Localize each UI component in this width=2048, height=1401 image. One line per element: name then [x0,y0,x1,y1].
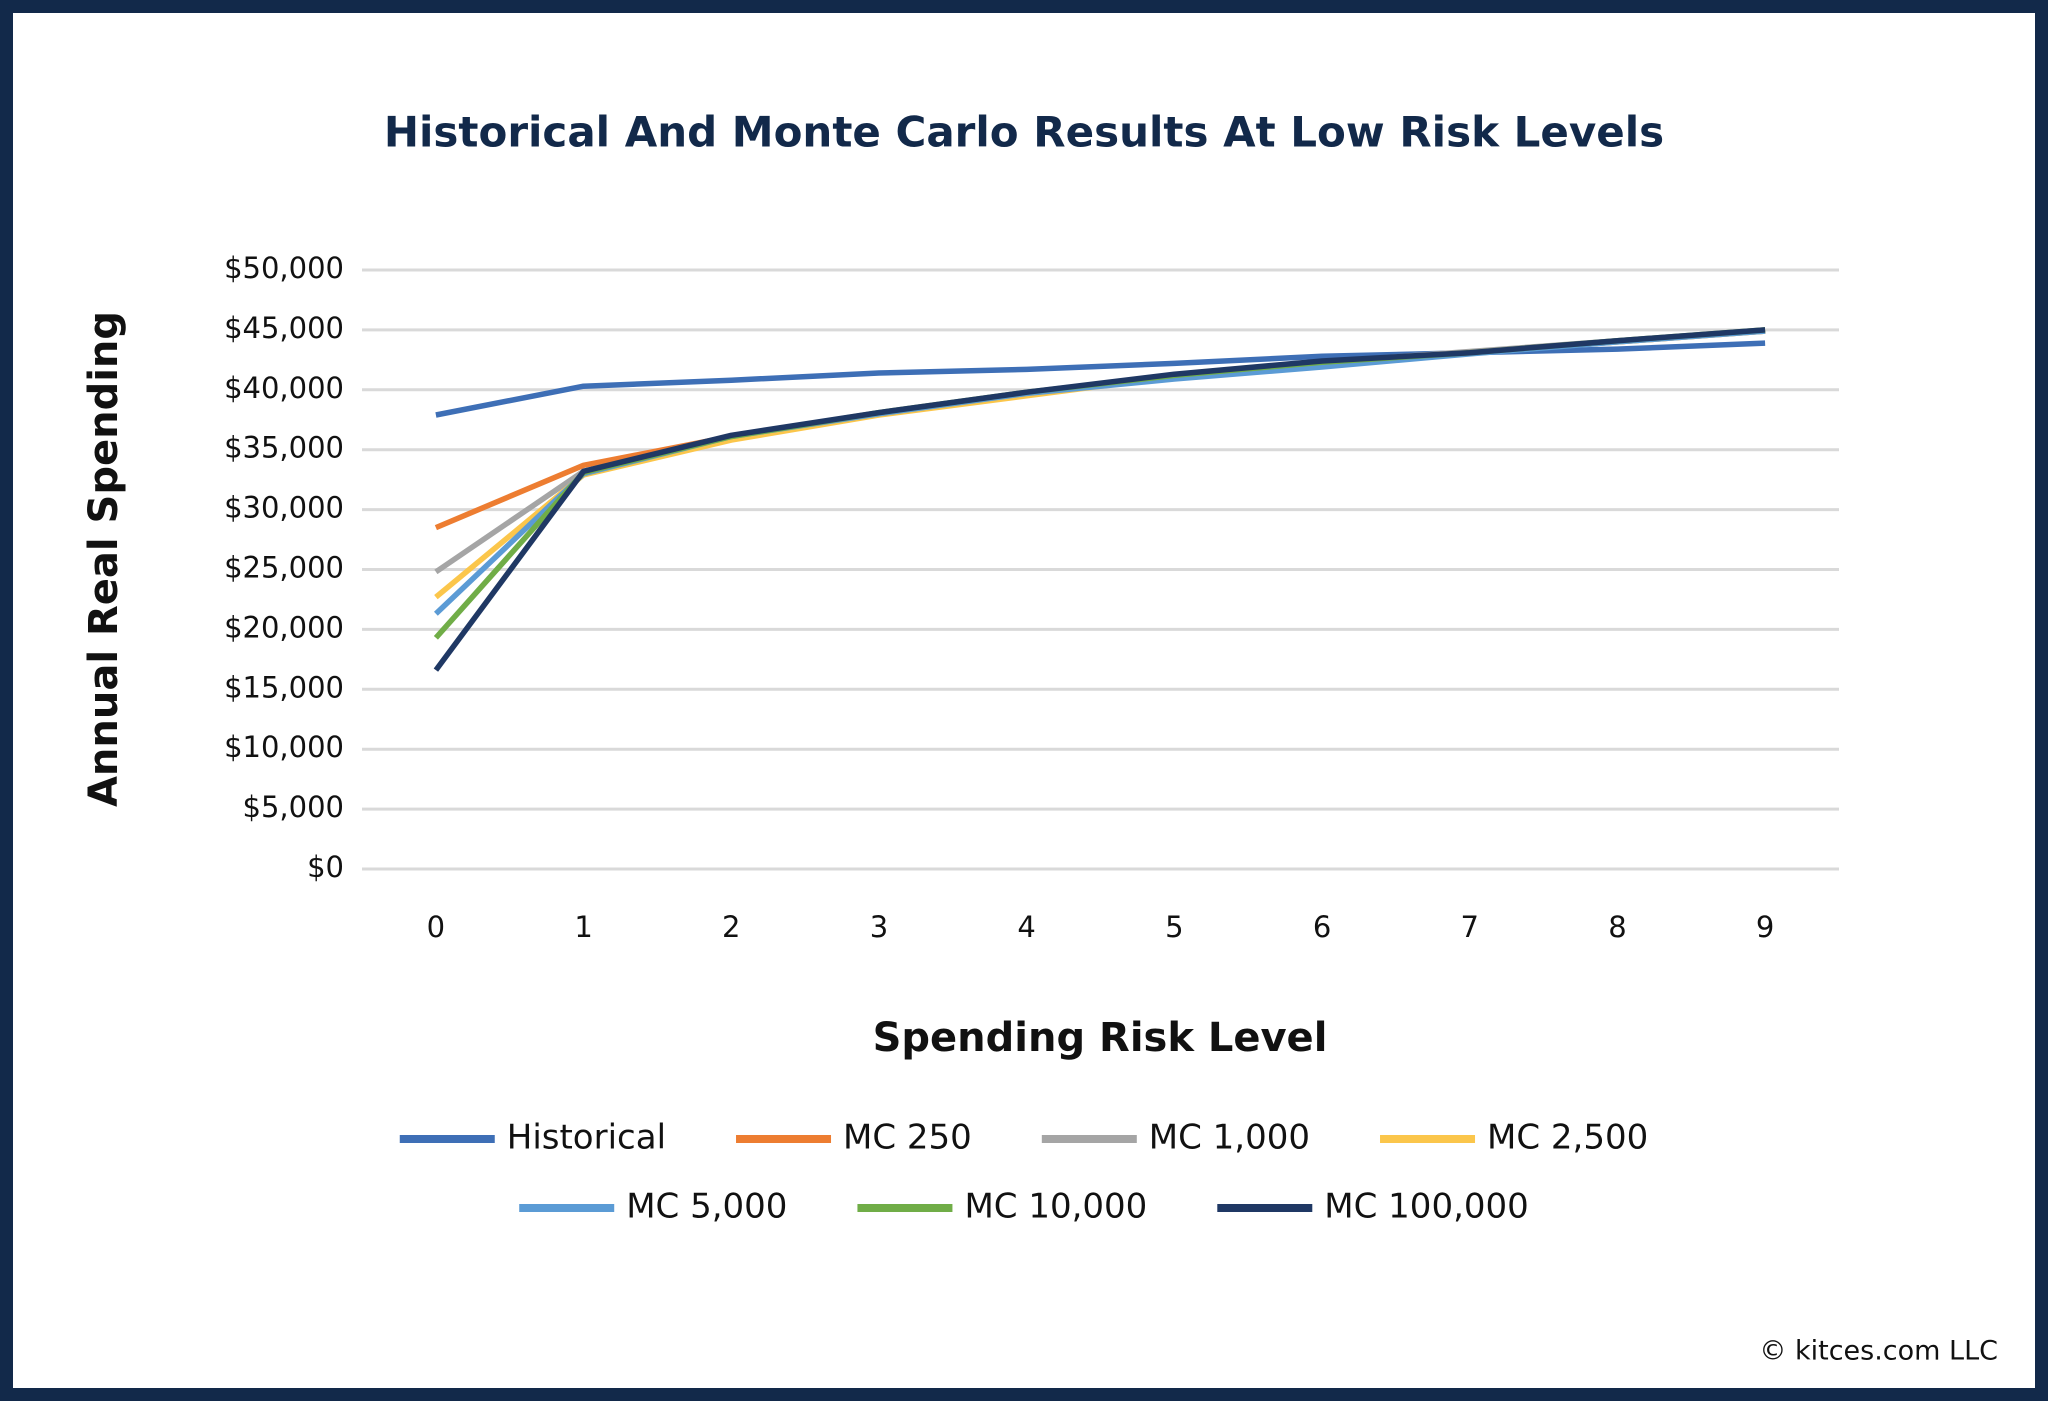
x-tick-label: 6 [1313,910,1331,944]
y-tick-label: $50,000 [224,251,344,285]
y-tick-label: $45,000 [224,311,344,345]
y-tick-label: $20,000 [224,610,344,644]
legend-label: MC 1,000 [1149,1118,1310,1158]
x-tick-label: 7 [1461,910,1479,944]
y-tick-label: $5,000 [243,790,344,824]
series-line [435,340,1766,418]
x-tick-label: 5 [1165,910,1183,944]
source-note: © kitces.com LLC [1759,1336,1998,1367]
x-tick-label: 8 [1608,910,1626,944]
legend-label: Historical [507,1118,666,1158]
legend-label: MC 2,500 [1487,1118,1648,1158]
y-tick-label: $15,000 [224,670,344,704]
y-tick-label: $10,000 [224,730,344,764]
y-tick-label: $35,000 [224,431,344,465]
x-tick-label: 1 [574,910,592,944]
x-tick-label: 2 [722,910,740,944]
y-tick-label: $40,000 [224,371,344,405]
legend-label: MC 250 [843,1118,972,1158]
y-tick-label: $0 [307,850,344,884]
x-tick-label: 0 [427,910,445,944]
y-tick-label: $30,000 [224,491,344,525]
legend-label: MC 5,000 [626,1187,787,1227]
chart-title: Historical And Monte Carlo Results At Lo… [384,108,1664,157]
legend-label: MC 100,000 [1324,1187,1528,1227]
x-tick-label: 4 [1017,910,1035,944]
y-tick-label: $25,000 [224,551,344,585]
x-tick-label: 3 [870,910,888,944]
y-axis-title: Annual Real Spending [81,311,127,807]
x-axis-title: Spending Risk Level [873,1015,1328,1061]
x-tick-label: 9 [1756,910,1774,944]
legend-label: MC 10,000 [964,1187,1147,1227]
series-line [433,327,1766,672]
